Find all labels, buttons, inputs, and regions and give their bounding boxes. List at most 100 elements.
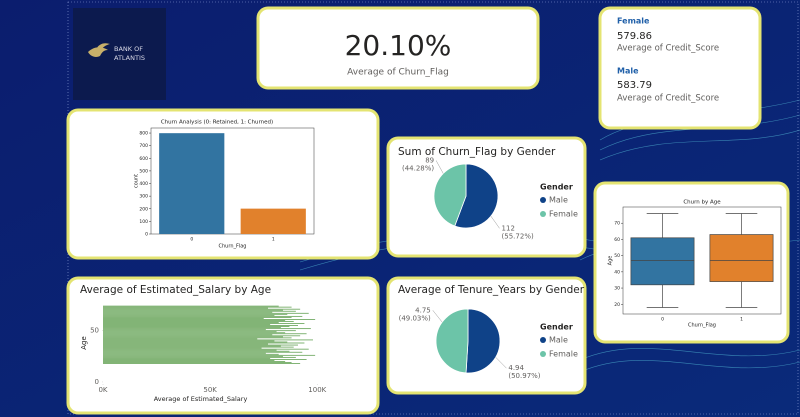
logo-bird [88,43,110,57]
x-tick-label: 0 [661,317,664,323]
bar [103,326,290,327]
x-tick-label: 0 [190,237,193,243]
bar [103,346,294,348]
y-tick-label: 30 [614,286,620,292]
x-tick-label: 1 [740,317,743,323]
bar [103,350,290,352]
legend-label: Male [549,196,568,205]
x-tick-label: 100K [308,386,326,394]
x-tick-label: 1 [272,237,275,243]
y-tick-label: 0 [145,232,148,238]
y-tick-label: 70 [614,221,620,227]
card-value: 583.79 [617,80,652,91]
bar [103,339,313,341]
bar [103,333,307,335]
bar [103,324,271,325]
y-tick-label: 800 [139,131,148,137]
bar [103,338,258,340]
y-tick-label: 100 [139,219,148,225]
chart-title: Sum of Churn_Flag by Gender [398,146,556,158]
bar [103,327,281,329]
y-tick-label: 200 [139,206,148,212]
leader-line [435,160,444,174]
bar [103,337,292,339]
legend-swatch [540,211,546,217]
y-tick-label: 0 [95,378,99,386]
bar [103,355,283,357]
bar [103,334,273,336]
bar [103,351,303,353]
bar [103,313,288,315]
y-axis-label: Age [80,336,88,350]
bar [103,306,292,308]
bar [103,356,296,358]
legend-label: Female [549,210,578,219]
bar [103,344,298,346]
bar [103,331,277,333]
legend-label: Male [549,336,568,345]
bar [103,361,286,362]
bar [103,345,281,347]
legend-label: Female [549,350,578,359]
legend-swatch [540,351,546,357]
bar [103,330,296,332]
y-tick-label: 300 [139,194,148,200]
data-label: 89 [425,157,434,165]
bar [103,319,316,320]
y-axis-label: Age [608,256,614,266]
card-gender: Male [617,67,639,76]
y-tick-label: 500 [139,168,148,174]
bar [103,353,279,355]
legend-swatch [540,337,546,343]
bar [103,357,271,359]
bar [103,349,277,351]
bar [103,328,311,330]
chart-title: Average of Tenure_Years by Gender [398,284,585,296]
chart-title: Churn Analysis (0: Retained, 1: Churned) [161,120,273,126]
pie-slice [433,163,467,227]
box [709,234,774,282]
bar [103,314,275,316]
bar [103,329,266,331]
pie-slice [435,308,469,374]
x-tick-label: 0K [98,386,107,394]
bar [103,347,262,349]
kpi-value: 20.10% [345,29,452,62]
chart-title: Average of Estimated_Salary by Age [80,284,271,296]
bar [103,318,264,319]
legend-title: Gender [540,183,573,192]
bar [103,322,279,323]
y-tick-label: 60 [614,237,620,243]
bar [103,310,296,312]
bar [240,208,306,234]
data-label: 4.94 [508,364,524,372]
bar [103,343,268,345]
bar [103,352,266,354]
bar [103,362,292,363]
bar [103,312,309,314]
bar [103,332,286,334]
bar [103,325,298,326]
bar [103,323,305,324]
bar [103,360,275,361]
bar [103,316,292,318]
x-axis-label: Average of Estimated_Salary [154,395,248,403]
bar [103,354,316,356]
bar [103,309,283,311]
bar [103,321,294,322]
logo-text: ATLANTIS [114,54,145,62]
pie-slice [465,308,501,374]
percent-label: (50.97%) [508,372,540,380]
card-label: Average of Credit_Score [617,44,719,54]
box [630,237,695,286]
y-axis-label: count [134,174,140,188]
percent-label: (49.03%) [399,314,431,322]
pie-slice [454,163,499,229]
y-tick-label: 400 [139,181,148,187]
y-tick-label: 600 [139,156,148,162]
bar [103,308,301,310]
y-tick-label: 20 [614,302,620,308]
plot-frame [150,127,315,235]
x-axis-label: Churn_Flag [219,244,247,250]
bar [103,336,283,338]
